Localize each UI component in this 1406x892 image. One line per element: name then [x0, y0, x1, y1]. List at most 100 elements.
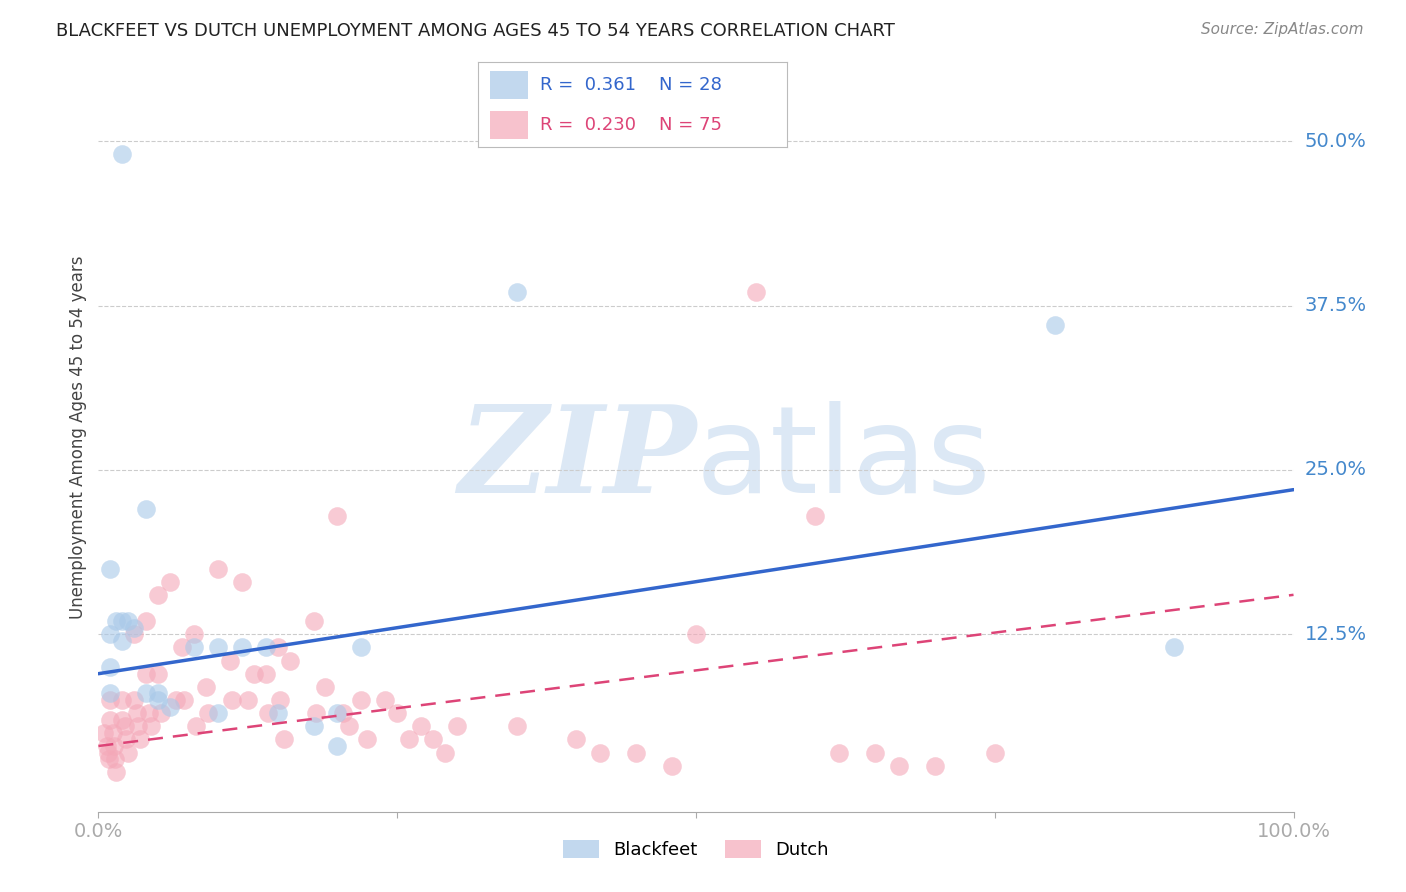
Point [661, 758, 683, 772]
Text: R =  0.230    N = 75: R = 0.230 N = 75 [540, 116, 721, 134]
Point [374, 693, 396, 707]
Point [159, 699, 181, 714]
Point [127, 719, 149, 733]
Point [326, 706, 349, 720]
Text: Source: ZipAtlas.com: Source: ZipAtlas.com [1201, 22, 1364, 37]
Point [865, 746, 887, 760]
Point [984, 746, 1007, 760]
Point [257, 706, 280, 720]
Point [302, 719, 325, 733]
Point [589, 746, 612, 760]
Point [197, 706, 219, 720]
Text: 12.5%: 12.5% [1305, 624, 1367, 644]
Point [350, 640, 373, 655]
Point [186, 719, 208, 733]
Point [98, 693, 122, 707]
Point [129, 732, 152, 747]
Point [315, 680, 337, 694]
Point [135, 666, 157, 681]
Point [111, 713, 134, 727]
Point [93, 726, 115, 740]
Point [148, 693, 170, 707]
Text: ZIP: ZIP [458, 401, 696, 519]
Text: 50.0%: 50.0% [1305, 132, 1367, 151]
Point [207, 706, 229, 720]
Point [98, 752, 121, 766]
Point [101, 726, 124, 740]
Point [1043, 318, 1066, 333]
Point [148, 666, 170, 681]
Point [98, 713, 122, 727]
Point [243, 666, 266, 681]
Point [924, 758, 946, 772]
Point [159, 574, 181, 589]
Point [111, 147, 134, 161]
Point [111, 693, 134, 707]
Bar [491, 111, 527, 139]
Point [117, 614, 139, 628]
Point [398, 732, 420, 747]
Point [278, 654, 301, 668]
Point [219, 654, 242, 668]
Point [356, 732, 378, 747]
Point [124, 693, 146, 707]
Point [135, 686, 157, 700]
Point [172, 640, 194, 655]
Point [98, 660, 122, 674]
Point [745, 285, 768, 300]
Point [117, 746, 139, 760]
Point [804, 508, 827, 523]
Text: R =  0.361    N = 28: R = 0.361 N = 28 [540, 77, 721, 95]
Point [267, 640, 290, 655]
Point [254, 640, 277, 655]
Point [165, 693, 187, 707]
Point [135, 502, 157, 516]
Point [183, 640, 205, 655]
Point [207, 640, 229, 655]
Point [115, 732, 138, 747]
Point [828, 746, 851, 760]
Legend: Blackfeet, Dutch: Blackfeet, Dutch [555, 832, 837, 866]
Point [195, 680, 218, 694]
Point [111, 633, 134, 648]
Y-axis label: Unemployment Among Ages 45 to 54 years: Unemployment Among Ages 45 to 54 years [69, 255, 87, 619]
Point [350, 693, 373, 707]
Point [506, 719, 529, 733]
Point [231, 640, 253, 655]
Point [139, 719, 162, 733]
Point [326, 508, 349, 523]
Point [98, 561, 122, 575]
Point [685, 627, 707, 641]
Point [97, 746, 120, 760]
Point [506, 285, 529, 300]
Point [207, 561, 229, 575]
Point [236, 693, 259, 707]
Point [326, 739, 349, 753]
Point [273, 732, 295, 747]
Point [1163, 640, 1185, 655]
Text: BLACKFEET VS DUTCH UNEMPLOYMENT AMONG AGES 45 TO 54 YEARS CORRELATION CHART: BLACKFEET VS DUTCH UNEMPLOYMENT AMONG AG… [56, 22, 896, 40]
Point [105, 614, 128, 628]
Point [125, 706, 148, 720]
Point [302, 614, 325, 628]
Point [422, 732, 444, 747]
Point [148, 588, 170, 602]
Point [124, 621, 146, 635]
Point [231, 574, 253, 589]
Text: atlas: atlas [696, 401, 991, 518]
Point [434, 746, 457, 760]
Point [254, 666, 277, 681]
Point [96, 739, 118, 753]
Point [124, 627, 146, 641]
Point [105, 765, 128, 780]
Point [138, 706, 160, 720]
Point [114, 719, 136, 733]
Point [149, 706, 172, 720]
Point [173, 693, 195, 707]
Bar [491, 71, 527, 99]
Point [221, 693, 243, 707]
Point [446, 719, 468, 733]
Text: 37.5%: 37.5% [1305, 296, 1367, 315]
Point [889, 758, 911, 772]
Point [111, 614, 134, 628]
